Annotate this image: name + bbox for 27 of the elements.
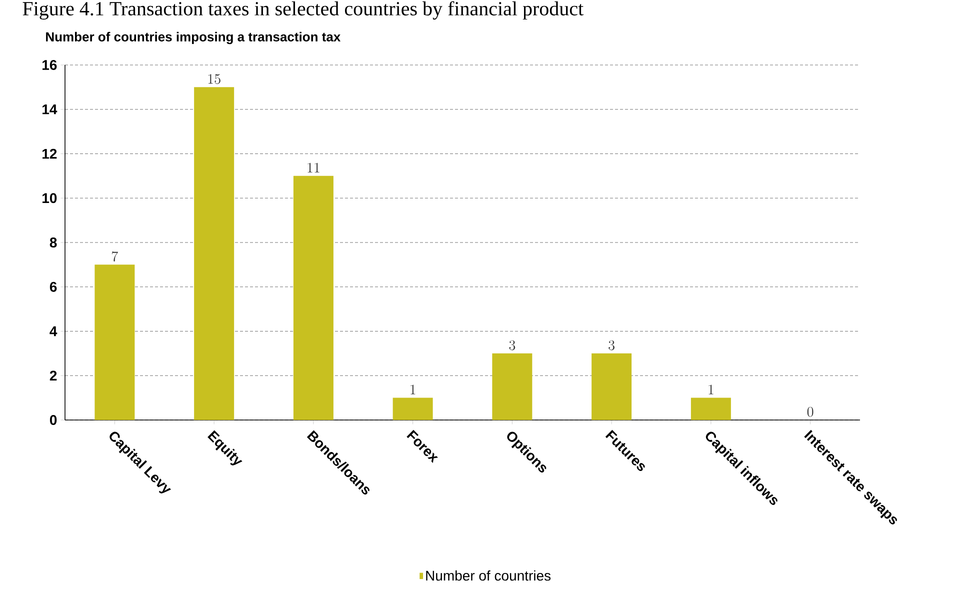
y-tick-label: 4	[50, 326, 58, 336]
y-axis-title: Number of countries imposing a transaction tax	[46, 32, 341, 44]
bar	[293, 176, 334, 420]
data-label: 1	[708, 384, 714, 394]
bar	[392, 398, 433, 420]
data-label: 15	[208, 74, 220, 84]
y-tick-label: 10	[42, 193, 57, 204]
y-tick-label: 8	[50, 238, 57, 248]
data-label: 11	[308, 162, 320, 172]
chart-title: Figure 4.1 Transaction taxes in selected countries by financial product	[22, 1, 584, 20]
data-label: 7	[112, 251, 118, 262]
data-label: 1	[410, 384, 416, 394]
y-tick-label: 12	[42, 148, 57, 159]
legend-label: Number of countries	[426, 570, 551, 581]
data-label: 0	[807, 406, 814, 417]
bar	[592, 353, 632, 420]
bar	[94, 264, 135, 420]
data-label: 3	[608, 340, 614, 350]
data-label: 3	[509, 340, 516, 350]
y-tick-label: 0	[50, 415, 57, 425]
bar	[194, 87, 234, 420]
bar	[690, 398, 731, 420]
y-tick-label: 2	[50, 370, 57, 381]
y-tick-label: 16	[42, 60, 57, 70]
y-tick-label: 6	[50, 282, 57, 292]
bar	[492, 353, 532, 420]
y-tick-label: 14	[42, 104, 58, 114]
